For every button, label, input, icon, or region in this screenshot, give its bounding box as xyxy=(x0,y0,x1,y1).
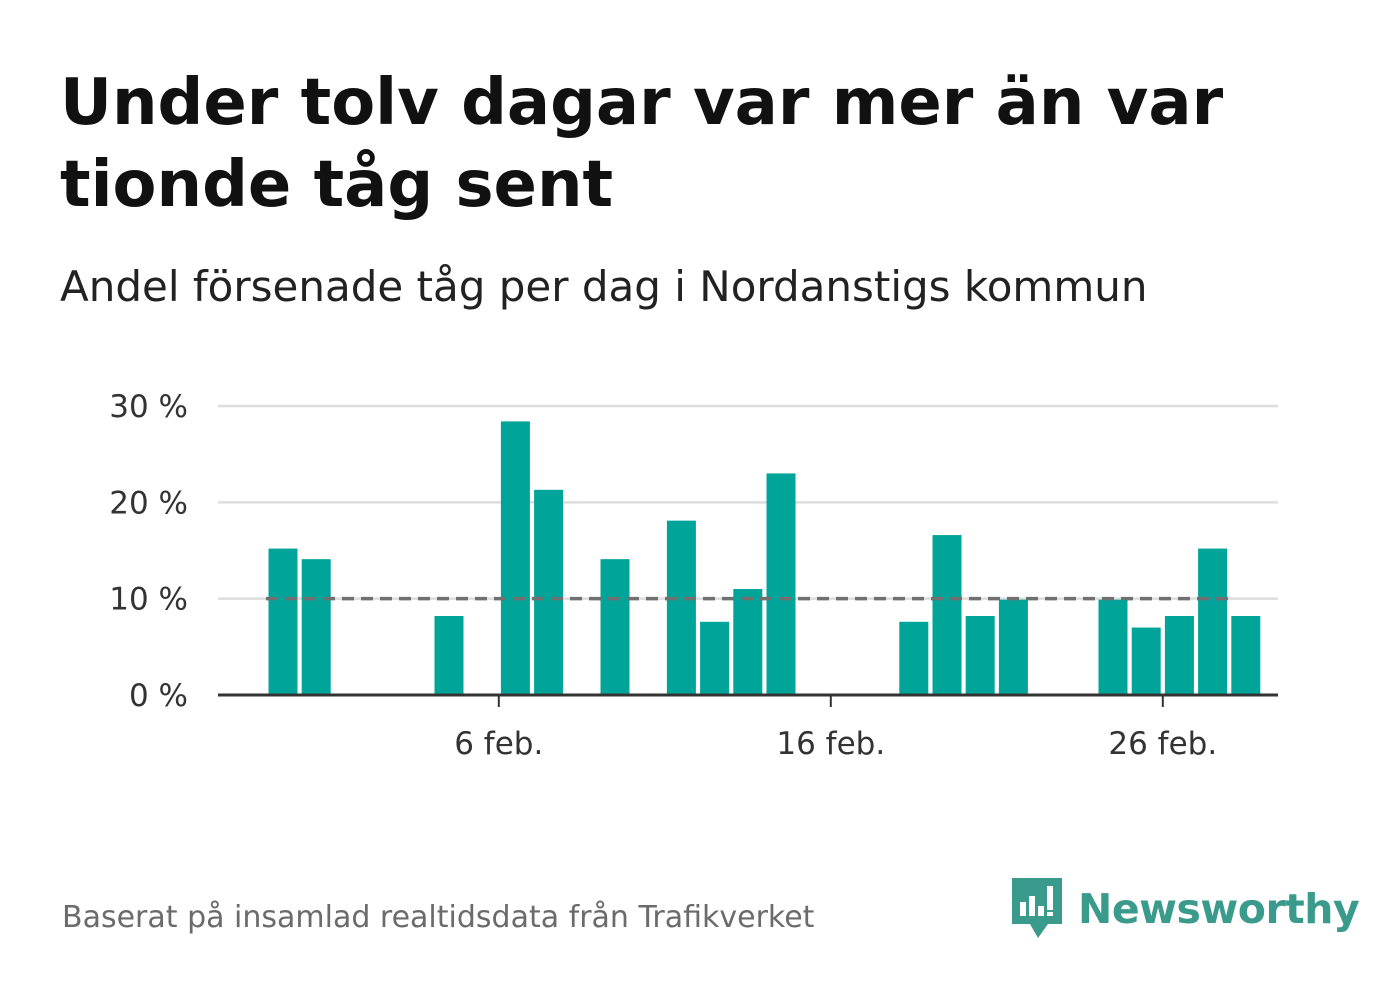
x-tick-label: 16 feb. xyxy=(776,726,885,762)
bar xyxy=(600,559,630,695)
bar xyxy=(666,520,696,695)
bar xyxy=(700,621,730,695)
bar xyxy=(1231,616,1261,695)
bar xyxy=(766,473,796,695)
bar xyxy=(534,489,564,695)
bar xyxy=(301,559,331,695)
newsworthy-chat-bars-icon xyxy=(1012,878,1062,938)
bar xyxy=(1198,548,1228,695)
y-tick-label: 30 % xyxy=(109,389,188,425)
y-tick-label: 20 % xyxy=(109,485,188,521)
bar xyxy=(434,616,464,695)
chart-title: Under tolv dagar var mer än var tionde t… xyxy=(60,66,1224,222)
x-tick-label: 6 feb. xyxy=(454,726,543,762)
bar xyxy=(268,548,298,695)
bar xyxy=(500,421,530,695)
bar xyxy=(1131,627,1161,695)
bar xyxy=(1098,599,1128,695)
bar xyxy=(932,535,962,695)
source-note: Baserat på insamlad realtidsdata från Tr… xyxy=(62,900,815,935)
bar xyxy=(899,621,929,695)
x-tick-label: 26 feb. xyxy=(1108,726,1217,762)
bar xyxy=(965,616,995,695)
newsworthy-logo: Newsworthy xyxy=(1012,878,1360,940)
chart-subtitle: Andel försenade tåg per dag i Nordanstig… xyxy=(60,262,1148,311)
y-tick-label: 0 % xyxy=(129,678,188,714)
bar-chart: 0 % 10 % 20 % 30 % 6 feb. 16 feb. 26 feb. xyxy=(109,389,1278,762)
brand-name: Newsworthy xyxy=(1078,885,1360,933)
bar xyxy=(998,599,1028,695)
y-tick-label: 10 % xyxy=(109,582,188,618)
bar xyxy=(733,589,763,695)
bar xyxy=(1164,616,1194,695)
